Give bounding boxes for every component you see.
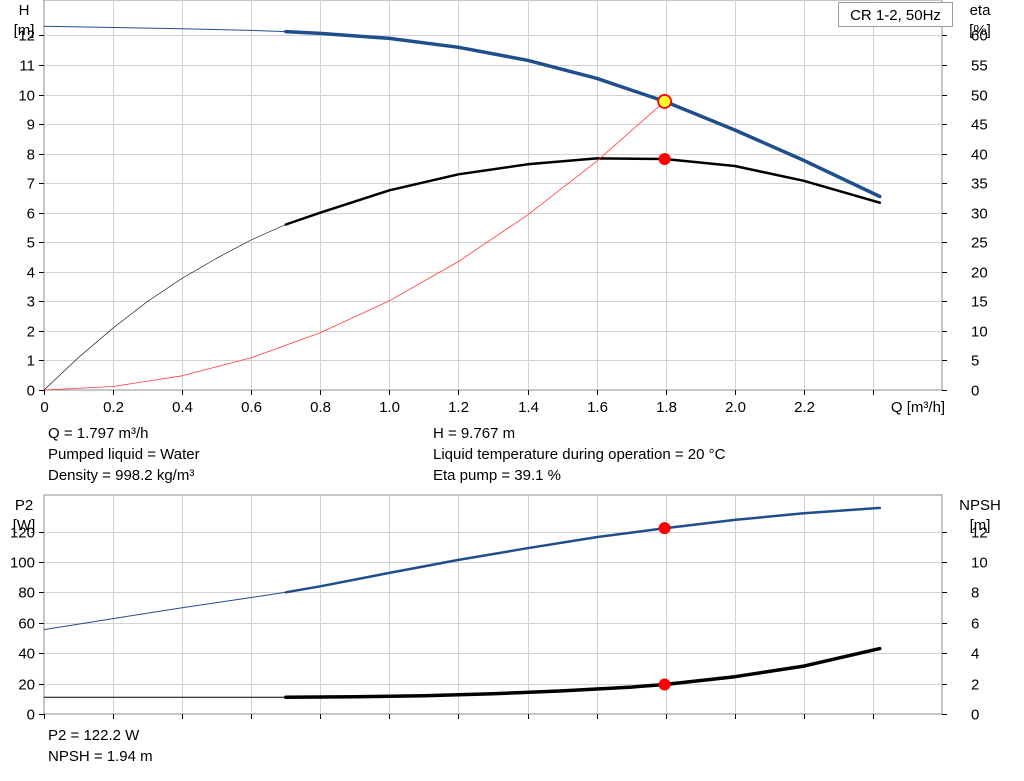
x-tick-label: 1.0: [379, 399, 400, 416]
y-left-axis-title: P2: [15, 497, 33, 514]
series-power-line-thin: [43, 591, 286, 631]
y-left-tick-label: 1: [27, 353, 35, 370]
y-left-tick-label: 3: [27, 294, 35, 311]
y-left-tick-label: 11: [19, 58, 35, 75]
y-right-tick-label: 15: [971, 294, 988, 311]
power-npsh-chart: 0 20 40 60 80 100 120 0 2 4 6 8 10 12 P2 [W] NPSH [m]: [10, 494, 1001, 724]
series-power-line: [284, 506, 882, 594]
y-right-tick-label: 5: [971, 353, 979, 370]
info-bottom: P2 = 122.2 W NPSH = 1.94 m: [48, 725, 153, 767]
x-tick-label: 0.6: [241, 399, 262, 416]
x-tick-label: 1.8: [656, 399, 677, 416]
series-eta-line-thin: [43, 224, 286, 391]
info-pumped-liquid: Pumped liquid = Water: [48, 446, 200, 463]
x-tick-label: 2.2: [794, 399, 815, 416]
operating-point-marker: [658, 522, 671, 535]
y-left-tick-label: 0: [27, 707, 35, 724]
y-right-tick-label: 55: [971, 58, 988, 75]
y-right-axis-unit: [%]: [969, 22, 991, 39]
y-right-tick-label: 35: [971, 176, 988, 193]
y-right-tick-label: 10: [971, 324, 988, 341]
y-left-axis-unit: [m]: [14, 22, 35, 39]
y-right-tick-label: 30: [971, 206, 988, 223]
info-flow: Q = 1.797 m³/h: [48, 425, 149, 442]
info-power: P2 = 122.2 W: [48, 727, 140, 744]
info-eta-pump: Eta pump = 39.1 %: [433, 467, 561, 484]
y-right-tick-label: 2: [971, 677, 979, 694]
y-right-tick-label: 4: [971, 646, 979, 663]
y-right-tick-label: 0: [971, 383, 979, 400]
operating-point-marker: [658, 152, 671, 165]
x-axis-title: Q [m³/h]: [891, 399, 945, 416]
info-density: Density = 998.2 kg/m³: [48, 467, 195, 484]
x-tick-label: 0.2: [103, 399, 124, 416]
y-right-axis-title: NPSH: [959, 497, 1001, 514]
duty-point-marker: [657, 94, 673, 109]
y-left-axis-title: H: [19, 2, 30, 19]
x-tick-label: 0.8: [310, 399, 331, 416]
head-eta-chart: 0 0.2 0.4 0.6 0.8 1.0 1.2 1.4 1.6 1.8 2.0 2.2012345…: [14, 0, 992, 416]
x-tick-label: 0.4: [172, 399, 193, 416]
y-left-tick-label: 120: [10, 525, 35, 542]
y-right-axis-unit: [m]: [970, 517, 991, 534]
y-right-tick-label: 20: [971, 265, 988, 282]
info-liquid-temperature: Liquid temperature during operation = 20…: [433, 446, 726, 463]
y-left-tick-label: 20: [18, 677, 35, 694]
y-right-tick-label: 10: [971, 555, 988, 572]
series-head-line-thin: [43, 25, 286, 33]
info-top-right: H = 9.767 m Liquid temperature during op…: [433, 423, 725, 486]
series-npsh-line: [284, 646, 882, 700]
series-head-line: [284, 29, 882, 199]
y-left-tick-label: 6: [27, 206, 35, 223]
x-tick-label: 1.4: [518, 399, 539, 416]
plot-frame: [43, 494, 943, 715]
y-right-tick-label: 0: [971, 707, 979, 724]
y-right-tick-label: 50: [971, 88, 988, 105]
x-tick-label: 1.2: [448, 399, 469, 416]
y-left-tick-label: 100: [10, 555, 35, 572]
y-right-tick-label: 8: [971, 585, 979, 602]
series-eta-line: [284, 157, 882, 226]
info-npsh: NPSH = 1.94 m: [48, 748, 153, 765]
x-tick-label: 1.6: [587, 399, 608, 416]
info-head: H = 9.767 m: [433, 425, 516, 442]
y-left-tick-label: 9: [27, 117, 35, 134]
x-tick-label: 2.0: [725, 399, 746, 416]
y-left-tick-label: 80: [18, 585, 35, 602]
y-left-tick-label: 4: [27, 265, 35, 282]
y-right-axis-title: eta: [970, 2, 992, 19]
y-left-tick-label: 5: [27, 235, 35, 252]
y-left-tick-label: 2: [27, 324, 35, 341]
y-right-tick-label: 60: [971, 28, 988, 45]
y-left-tick-label: 0: [27, 383, 35, 400]
y-right-tick-label: 12: [971, 525, 988, 542]
y-left-tick-label: 10: [18, 88, 35, 105]
series-system-line: [43, 101, 666, 391]
y-right-tick-label: 25: [971, 235, 988, 252]
operating-point-marker: [658, 678, 671, 691]
y-right-tick-label: 40: [971, 147, 988, 164]
y-left-tick-label: 8: [27, 147, 35, 164]
y-left-tick-label: 12: [18, 28, 35, 45]
y-left-tick-label: 60: [18, 616, 35, 633]
y-right-tick-label: 45: [971, 117, 988, 134]
y-right-tick-label: 6: [971, 616, 979, 633]
y-left-tick-label: 7: [27, 176, 35, 193]
info-top-left: Q = 1.797 m³/h Pumped liquid = Water Den…: [48, 423, 200, 486]
legend: CR 1-2, 50Hz: [838, 2, 953, 27]
y-left-tick-label: 40: [18, 646, 35, 663]
x-tick-label: 0: [40, 399, 48, 416]
y-left-axis-unit: [W]: [13, 517, 36, 534]
